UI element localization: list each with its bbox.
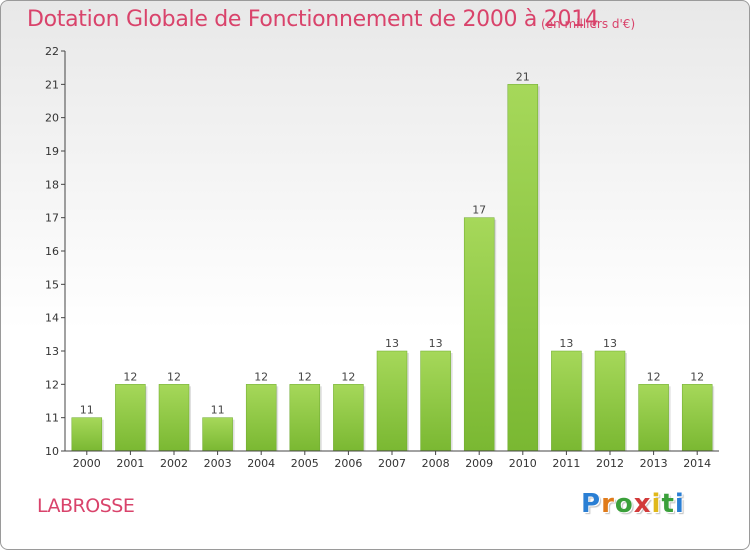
logo-letter: i: [651, 489, 662, 519]
y-tick-label: 17: [45, 212, 59, 225]
bar-value-label: 13: [429, 337, 443, 350]
bar-value-label: 13: [559, 337, 573, 350]
bar-value-label: 12: [341, 370, 355, 383]
bar: [594, 350, 626, 452]
bar-value-label: 11: [80, 404, 94, 417]
bar: [376, 350, 408, 452]
y-tick-label: 11: [45, 412, 59, 425]
y-tick-label: 18: [45, 178, 59, 191]
logo-letter: t: [661, 489, 675, 519]
y-tick-label: 21: [45, 78, 59, 91]
bar: [158, 384, 190, 452]
x-tick-label: 2009: [465, 457, 493, 470]
x-tick-label: 2007: [378, 457, 406, 470]
y-tick-label: 15: [45, 278, 59, 291]
bar-value-label: 12: [298, 370, 312, 383]
bar: [463, 217, 495, 452]
x-tick-label: 2003: [204, 457, 232, 470]
y-tick-label: 14: [45, 312, 59, 325]
x-tick-label: 2001: [116, 457, 144, 470]
y-tick-label: 16: [45, 245, 59, 258]
bar-value-label: 12: [647, 370, 661, 383]
proxiti-logo: Proxiti: [581, 489, 685, 519]
bar-value-label: 12: [123, 370, 137, 383]
bar-value-label: 12: [167, 370, 181, 383]
bar: [202, 417, 233, 452]
bar: [115, 384, 146, 452]
chart-unit: (en milliers d'€): [541, 17, 636, 31]
bar-value-label: 21: [516, 70, 530, 83]
y-tick-label: 19: [45, 145, 59, 158]
bar-value-label: 13: [603, 337, 617, 350]
logo-letter: x: [633, 489, 652, 519]
bar-value-label: 11: [211, 404, 225, 417]
logo-letter: r: [601, 489, 615, 519]
bar: [420, 350, 451, 452]
bar: [333, 384, 364, 452]
bar-value-label: 17: [472, 204, 486, 217]
y-tick-label: 12: [45, 378, 59, 391]
logo-letter: i: [674, 489, 685, 519]
bar-value-label: 12: [254, 370, 268, 383]
x-tick-label: 2014: [683, 457, 711, 470]
x-tick-label: 2002: [160, 457, 188, 470]
x-tick-label: 2012: [596, 457, 624, 470]
bar-value-label: 12: [690, 370, 704, 383]
bar: [681, 384, 713, 452]
y-tick-label: 20: [45, 112, 59, 125]
x-tick-label: 2011: [552, 457, 580, 470]
x-tick-label: 2010: [509, 457, 537, 470]
bar: [289, 384, 321, 452]
x-tick-label: 2013: [640, 457, 668, 470]
y-tick-label: 22: [45, 45, 59, 58]
bar: [507, 84, 539, 452]
x-tick-label: 2005: [291, 457, 319, 470]
logo-letter: o: [614, 489, 634, 519]
commune-name: LABROSSE: [37, 495, 135, 517]
y-tick-label: 10: [45, 445, 59, 458]
bar: [551, 350, 582, 452]
x-tick-label: 2006: [334, 457, 362, 470]
bar: [245, 384, 277, 452]
y-tick-label: 13: [45, 345, 59, 358]
logo-letter: P: [581, 489, 602, 519]
x-tick-label: 2000: [73, 457, 101, 470]
bar: [638, 384, 669, 452]
x-tick-label: 2004: [247, 457, 275, 470]
x-tick-label: 2008: [422, 457, 450, 470]
bar-value-label: 13: [385, 337, 399, 350]
chart-title: Dotation Globale de Fonctionnement de 20…: [27, 7, 599, 32]
bar: [71, 417, 103, 452]
